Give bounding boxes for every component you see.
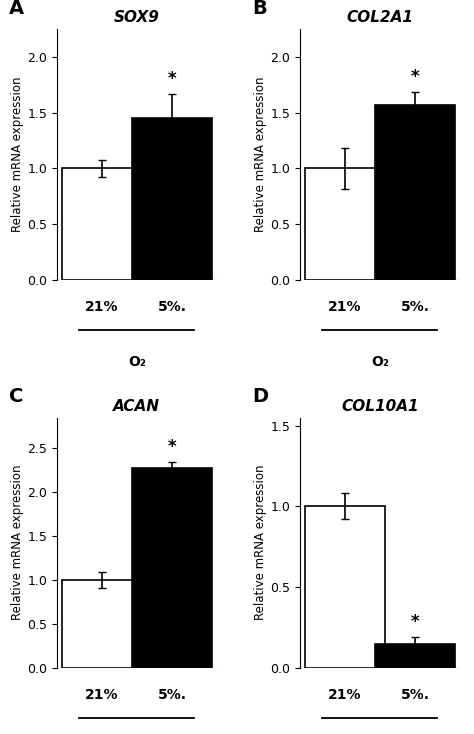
Text: 5%.: 5%.: [401, 299, 429, 314]
Text: D: D: [252, 388, 268, 407]
Text: 21%: 21%: [85, 688, 118, 702]
Text: 5%.: 5%.: [401, 688, 429, 702]
Bar: [375, 105, 455, 280]
Bar: [305, 506, 384, 668]
Text: *: *: [410, 613, 419, 631]
Y-axis label: Relative mRNA expression: Relative mRNA expression: [11, 465, 24, 620]
Title: COL10A1: COL10A1: [341, 399, 419, 413]
Text: *: *: [168, 70, 176, 88]
Text: 21%: 21%: [328, 688, 361, 702]
Text: *: *: [168, 438, 176, 457]
Text: O₂: O₂: [128, 355, 146, 369]
Text: 21%: 21%: [328, 299, 361, 314]
Bar: [62, 580, 142, 668]
Text: *: *: [410, 68, 419, 86]
Text: 21%: 21%: [85, 299, 118, 314]
Title: SOX9: SOX9: [114, 10, 160, 26]
Bar: [132, 118, 212, 280]
Text: 5%.: 5%.: [157, 299, 186, 314]
Text: B: B: [252, 0, 267, 18]
Text: 5%.: 5%.: [157, 688, 186, 702]
Text: O₂: O₂: [371, 355, 389, 369]
Title: COL2A1: COL2A1: [346, 10, 413, 26]
Bar: [375, 644, 455, 668]
Title: ACAN: ACAN: [113, 399, 160, 413]
Text: C: C: [9, 388, 23, 407]
Y-axis label: Relative mRNA expression: Relative mRNA expression: [255, 465, 267, 620]
Bar: [132, 468, 212, 668]
Bar: [305, 169, 384, 280]
Y-axis label: Relative mRNA expression: Relative mRNA expression: [255, 77, 267, 233]
Text: A: A: [9, 0, 24, 18]
Bar: [62, 169, 142, 280]
Y-axis label: Relative mRNA expression: Relative mRNA expression: [11, 77, 24, 233]
